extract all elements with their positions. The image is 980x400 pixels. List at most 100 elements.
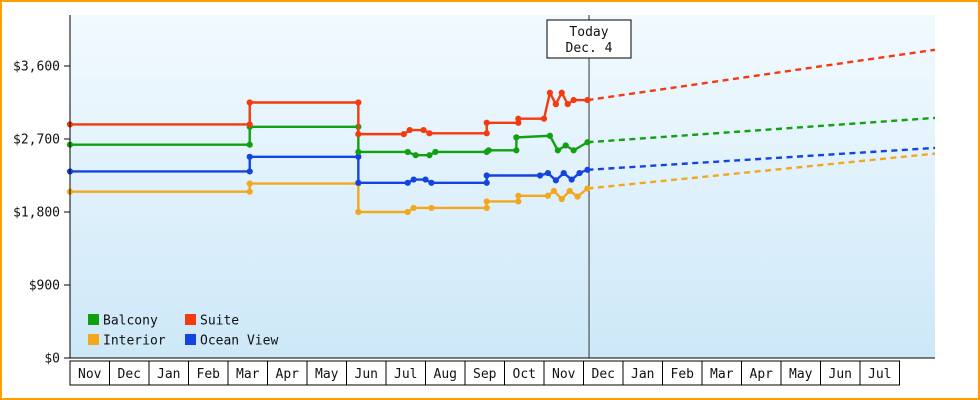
month-cell-box xyxy=(425,360,466,386)
month-cell: Jul xyxy=(385,360,426,386)
data-point xyxy=(570,96,577,104)
data-point xyxy=(552,101,559,108)
forecast-line xyxy=(587,116,936,144)
month-cell-label: Feb xyxy=(671,367,695,382)
y-tick-label: $1,800 xyxy=(13,206,60,221)
month-cell-box xyxy=(464,360,505,386)
month-cell-box xyxy=(741,360,782,386)
data-point xyxy=(246,141,253,148)
month-cell-label: Mar xyxy=(710,367,734,382)
month-cell-label: Feb xyxy=(197,367,221,382)
month-cell-box xyxy=(69,360,110,386)
month-cell: Nov xyxy=(543,360,584,386)
month-cell: Feb xyxy=(662,360,703,386)
month-cell-label: May xyxy=(789,367,813,382)
forecast-line xyxy=(587,152,936,190)
month-cell-label: May xyxy=(315,367,339,382)
data-point xyxy=(410,204,417,212)
data-point xyxy=(404,148,411,156)
month-cell-label: Sep xyxy=(473,367,497,382)
month-cell: Sep xyxy=(464,360,505,386)
today-label-box xyxy=(546,19,632,59)
data-point xyxy=(568,176,575,183)
data-point xyxy=(576,169,583,177)
month-cell-label: Nov xyxy=(78,367,102,382)
data-point xyxy=(422,176,429,183)
data-point xyxy=(483,130,490,137)
data-point xyxy=(355,208,362,216)
legend-label-balcony: Balcony xyxy=(103,314,158,329)
month-cell-box xyxy=(148,360,189,386)
month-cell-label: Dec xyxy=(118,367,141,382)
month-cell-box xyxy=(188,360,229,386)
data-point xyxy=(426,130,433,137)
month-cell: Jan xyxy=(622,360,663,386)
y-tick-label: $2,700 xyxy=(13,133,60,148)
data-point xyxy=(246,121,253,128)
legend-label-ocean-view: Ocean View xyxy=(200,334,278,349)
month-cell: Jan xyxy=(148,360,189,386)
month-cell-label: Jan xyxy=(631,367,654,382)
month-cell-box xyxy=(543,360,584,386)
data-point xyxy=(584,139,591,146)
month-cell-label: Mar xyxy=(236,367,260,382)
month-cell: Apr xyxy=(741,360,782,386)
data-point xyxy=(574,193,581,200)
data-point xyxy=(536,172,544,179)
month-cell-box xyxy=(701,360,742,386)
y-tick-label: $3,600 xyxy=(13,60,60,75)
month-cell: May xyxy=(306,360,347,386)
data-point xyxy=(584,166,591,173)
month-cell-box xyxy=(622,360,663,386)
data-point xyxy=(483,204,490,212)
month-cell: May xyxy=(780,360,821,386)
legend-swatch-balcony xyxy=(88,314,99,325)
today-label-line2: Dec. 4 xyxy=(566,41,613,56)
data-point xyxy=(426,152,433,159)
data-point xyxy=(515,192,522,199)
month-cell-box xyxy=(385,360,426,386)
data-point xyxy=(513,134,520,141)
forecast-line xyxy=(587,146,936,172)
month-cell: Jul xyxy=(859,360,900,386)
month-cell: Jun xyxy=(820,360,861,386)
data-point xyxy=(558,89,565,96)
data-point xyxy=(355,131,362,138)
data-point xyxy=(483,119,490,126)
data-point xyxy=(400,131,407,138)
month-cell-label: Dec xyxy=(592,367,615,382)
axes-layer: $0 $900 $1,800 $2,700 $3,600 xyxy=(13,15,935,367)
data-point xyxy=(584,185,591,192)
legend-label-interior: Interior xyxy=(103,334,166,349)
series-suite xyxy=(66,48,936,138)
legend-swatch-ocean-view xyxy=(185,334,196,345)
month-cell-box xyxy=(267,360,308,386)
data-point xyxy=(355,153,362,160)
data-point xyxy=(558,195,565,203)
data-point xyxy=(246,168,253,175)
month-cell-label: Nov xyxy=(552,367,576,382)
data-point xyxy=(404,208,411,216)
data-point xyxy=(428,179,435,186)
data-point xyxy=(546,89,554,96)
data-point xyxy=(584,96,591,104)
month-cell: Feb xyxy=(188,360,229,386)
data-point xyxy=(432,148,439,156)
month-cell: Dec xyxy=(583,360,624,386)
series-ocean-view xyxy=(66,146,936,186)
data-point xyxy=(483,179,490,186)
month-cell-label: Jun xyxy=(829,367,852,382)
month-cell: Mar xyxy=(227,360,268,386)
data-point xyxy=(544,169,552,177)
month-cell-label: Jan xyxy=(157,367,180,382)
month-cell: Mar xyxy=(701,360,742,386)
legend-label-suite: Suite xyxy=(200,314,239,329)
month-cell-label: Aug xyxy=(434,367,457,382)
data-point xyxy=(355,179,362,186)
month-cell: Dec xyxy=(109,360,150,386)
data-point xyxy=(550,187,557,195)
today-label-line1: Today xyxy=(569,25,608,40)
legend-swatch-interior xyxy=(88,334,99,345)
